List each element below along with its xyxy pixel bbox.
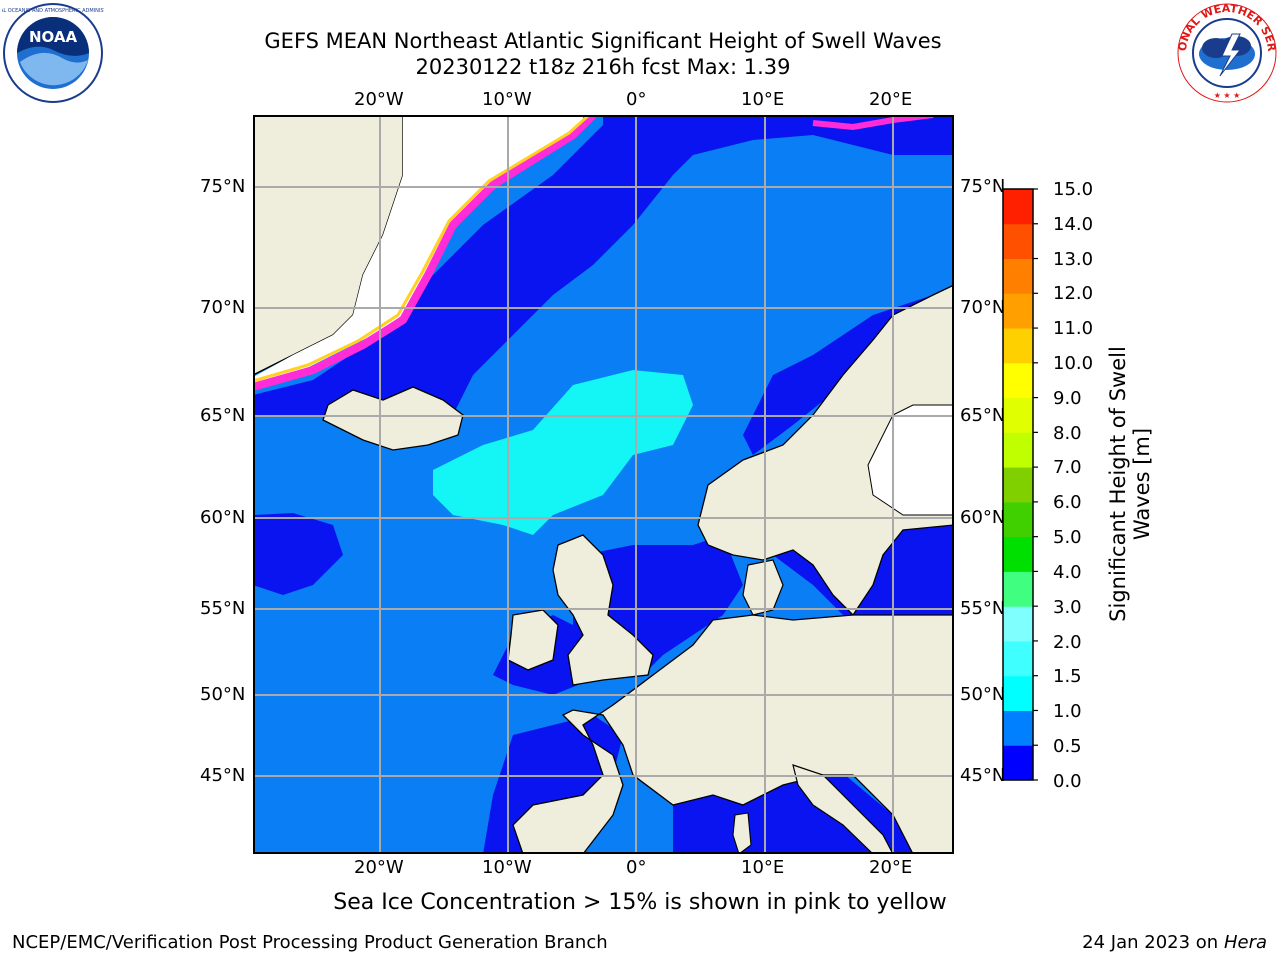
ice-edge-greenland — [253, 115, 596, 391]
swell-low-irminger — [253, 513, 343, 595]
colorbar-tick-label: 11.0 — [1053, 318, 1094, 339]
ice-edge-svalbard — [812, 115, 934, 131]
lon-label-top: 20°W — [354, 89, 404, 110]
footer-date: 24 Jan 2023 on Hera — [1082, 932, 1267, 953]
lat-label-left: 65°N — [200, 405, 246, 426]
colorbar-band — [1003, 432, 1033, 468]
colorbar-label: Significant Height of Swell Waves [m] — [1106, 346, 1154, 622]
colorbar-band — [1003, 189, 1033, 225]
colorbar-band — [1003, 675, 1033, 711]
lat-label-right: 75°N — [960, 176, 1006, 197]
colorbar-tick-label: 8.0 — [1053, 423, 1082, 444]
lat-label-left: 50°N — [200, 684, 246, 705]
colorbar-band — [1003, 745, 1033, 781]
lat-label-right: 70°N — [960, 297, 1006, 318]
chart-title: GEFS MEAN Northeast Atlantic Significant… — [264, 29, 942, 53]
lon-label-top: 0° — [626, 89, 647, 110]
colorbar-tick-label: 10.0 — [1053, 353, 1094, 374]
graticule — [253, 115, 954, 854]
lat-label-left: 45°N — [200, 765, 246, 786]
ice-bothnia — [867, 404, 954, 516]
lon-label-bottom: 20°E — [869, 857, 913, 878]
colorbar-band — [1003, 640, 1033, 677]
colorbar-band — [1003, 362, 1033, 399]
svg-text:★ ★ ★: ★ ★ ★ — [1214, 91, 1241, 100]
swell-low-north — [253, 115, 954, 415]
colorbar-band — [1003, 710, 1033, 746]
colorbar-tick-label: 14.0 — [1053, 214, 1094, 235]
lat-label-left: 55°N — [200, 598, 246, 619]
lon-label-top: 10°W — [482, 89, 532, 110]
colorbar-tick-label: 0.5 — [1053, 736, 1082, 757]
colorbar-tick-label: 12.0 — [1053, 283, 1094, 304]
lon-label-bottom: 0° — [626, 857, 647, 878]
lat-label-right: 65°N — [960, 405, 1006, 426]
colorbar-tick-label: 0.0 — [1053, 771, 1082, 792]
lat-label-right: 45°N — [960, 765, 1006, 786]
swell-mid-cyan — [433, 370, 693, 535]
colorbar-tick-label: 4.0 — [1053, 562, 1082, 583]
colorbar-tick-label: 5.0 — [1053, 527, 1082, 548]
svg-text:NATIONAL OCEANIC AND ATMOSPHER: NATIONAL OCEANIC AND ATMOSPHERIC ADMINIS… — [2, 8, 104, 14]
noaa-logo-text: NOAA — [29, 28, 78, 46]
colorbar-tick-label: 2.0 — [1053, 632, 1082, 653]
colorbar-band — [1003, 223, 1033, 260]
colorbar-band — [1003, 571, 1033, 607]
sea-ice-caption: Sea Ice Concentration > 15% is shown in … — [333, 890, 947, 915]
nws-logo: NATIONAL WEATHER SERVICE ★ ★ ★ — [1176, 2, 1278, 103]
map-frame — [253, 115, 954, 854]
footer-credit: NCEP/EMC/Verification Post Processing Pr… — [12, 932, 608, 953]
lon-label-bottom: 10°W — [482, 857, 532, 878]
lat-label-left: 75°N — [200, 176, 246, 197]
lon-label-bottom: 20°W — [354, 857, 404, 878]
lat-label-right: 60°N — [960, 507, 1006, 528]
colorbar-tick-label: 1.5 — [1053, 666, 1082, 687]
footer-host: Hera — [1223, 932, 1267, 953]
lat-label-left: 70°N — [200, 297, 246, 318]
colorbar-band — [1003, 328, 1033, 364]
colorbar-tick-label: 13.0 — [1053, 249, 1094, 270]
noaa-logo: NOAA NATIONAL OCEANIC AND ATMOSPHERIC AD… — [2, 3, 104, 103]
colorbar-tick-label: 7.0 — [1053, 457, 1082, 478]
colorbar-band — [1003, 293, 1033, 329]
ice-edge-greenland-yellow — [253, 115, 591, 383]
colorbar-band — [1003, 606, 1033, 642]
colorbar-band — [1003, 258, 1033, 294]
lat-label-right: 55°N — [960, 598, 1006, 619]
land-continental-europe — [512, 614, 954, 854]
colorbar-tick-label: 15.0 — [1053, 179, 1094, 200]
lon-label-bottom: 10°E — [741, 857, 785, 878]
footer-date-text: 24 Jan 2023 on — [1082, 932, 1219, 953]
colorbar-band — [1003, 536, 1033, 572]
land-scandinavia — [697, 284, 954, 617]
colorbar-band — [1003, 501, 1033, 538]
colorbar-tick-label: 9.0 — [1053, 388, 1082, 409]
lon-label-top: 10°E — [741, 89, 785, 110]
lon-label-top: 20°E — [869, 89, 913, 110]
land-corsica-sardinia — [732, 812, 752, 854]
map-plot — [253, 115, 954, 854]
land-ireland — [507, 609, 559, 671]
colorbar-band — [1003, 397, 1033, 433]
land-iceland — [322, 386, 464, 451]
chart-subtitle: 20230122 t18z 216h fcst Max: 1.39 — [415, 55, 791, 79]
colorbar-tick-label: 6.0 — [1053, 492, 1082, 513]
colorbar-band — [1003, 467, 1033, 503]
colorbar — [1002, 188, 1038, 781]
land-italy — [792, 764, 894, 854]
colorbar-tick-label: 1.0 — [1053, 701, 1082, 722]
lat-label-right: 50°N — [960, 684, 1006, 705]
colorbar-tick-label: 3.0 — [1053, 597, 1082, 618]
lat-label-left: 60°N — [200, 507, 246, 528]
